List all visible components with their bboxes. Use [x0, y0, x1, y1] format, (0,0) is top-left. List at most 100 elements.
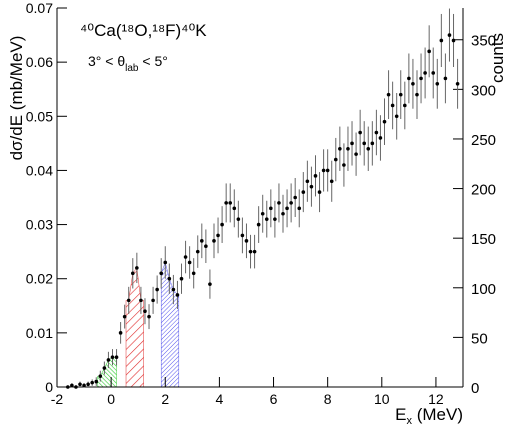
- data-point: [135, 266, 139, 270]
- data-point: [411, 82, 415, 86]
- data-point: [260, 211, 265, 216]
- data-point: [435, 82, 440, 86]
- data-point: [439, 38, 444, 43]
- data-point: [167, 276, 172, 281]
- data-point: [86, 382, 90, 387]
- data-point: [398, 92, 403, 97]
- data-point: [200, 239, 204, 243]
- data-point: [338, 146, 342, 151]
- data-point: [382, 119, 387, 124]
- y-tick-label: 0.01: [26, 325, 53, 341]
- angle-part: 3° < θ: [88, 53, 125, 69]
- data-point: [309, 184, 314, 189]
- data-point: [301, 190, 306, 194]
- data-point: [407, 76, 411, 81]
- data-point: [403, 103, 407, 108]
- data-point: [106, 358, 111, 362]
- data-point: [297, 206, 302, 211]
- y-tick-label: 0.05: [26, 108, 53, 124]
- x-axis-label: Ex (MeV): [395, 405, 463, 427]
- y2-tick-label: 350: [471, 33, 496, 50]
- data-point: [354, 152, 358, 156]
- angle-sub: lab: [125, 63, 139, 74]
- y-tick-label: 0.07: [26, 0, 53, 16]
- data-point: [118, 331, 123, 335]
- y2-axis-label: counts: [488, 33, 507, 83]
- data-point: [179, 276, 184, 281]
- data-point: [362, 141, 367, 146]
- x-tick-label: -2: [51, 391, 64, 407]
- y2-tick-label: 300: [471, 82, 496, 99]
- x-tick-label: 0: [107, 391, 115, 407]
- y-tick-label: 0.04: [26, 162, 53, 178]
- data-point: [187, 260, 192, 265]
- data-point: [191, 271, 196, 276]
- y-tick-label: 0.02: [26, 271, 53, 287]
- data-point: [419, 76, 423, 81]
- data-point: [415, 92, 419, 97]
- data-point: [130, 271, 135, 276]
- data-point: [333, 157, 338, 162]
- data-point: [155, 287, 159, 292]
- data-point: [147, 314, 151, 319]
- data-point: [390, 103, 395, 108]
- data-point: [114, 355, 119, 360]
- y2-tick-label: 200: [471, 182, 496, 199]
- data-point: [273, 217, 277, 221]
- data-point: [240, 233, 245, 238]
- y2-tick-label: 50: [471, 330, 488, 347]
- data-point: [102, 366, 107, 370]
- data-point: [358, 130, 362, 135]
- data-point: [220, 222, 224, 227]
- data-point: [248, 249, 253, 254]
- data-point: [163, 260, 168, 265]
- data-point: [350, 141, 354, 146]
- data-point: [423, 71, 427, 75]
- data-point: [370, 141, 375, 146]
- data-point: [208, 282, 212, 286]
- angle-label: 3° < θlab < 5°: [88, 53, 168, 74]
- data-point: [366, 146, 371, 151]
- shaded-region: [160, 261, 180, 388]
- data-point: [82, 383, 86, 388]
- data-point: [110, 355, 115, 360]
- data-point: [256, 222, 261, 227]
- data-point: [74, 385, 78, 389]
- y-tick-label: 0.06: [26, 54, 53, 70]
- data-point: [378, 136, 383, 140]
- data-point: [329, 179, 334, 184]
- x-tick-label: 12: [428, 391, 444, 407]
- data-point: [264, 217, 269, 221]
- data-point: [232, 206, 237, 211]
- angle-part: < 5°: [139, 53, 168, 69]
- data-point: [204, 244, 208, 249]
- y-tick-label: 0.03: [26, 217, 53, 233]
- data-point: [175, 293, 180, 297]
- data-point: [98, 374, 103, 378]
- data-point: [386, 92, 391, 97]
- data-point: [325, 168, 330, 173]
- y2-tick-label: 150: [471, 231, 496, 248]
- reaction-label: ⁴⁰Ca(¹⁸O,¹⁸F)⁴⁰K: [80, 21, 207, 40]
- x-tick-label: 6: [270, 391, 278, 407]
- data-point: [224, 201, 228, 205]
- x-label-part: (MeV): [412, 405, 463, 424]
- data-point: [159, 271, 164, 276]
- data-point: [455, 82, 460, 86]
- data-point: [195, 249, 200, 254]
- data-point: [431, 71, 436, 75]
- data-point: [427, 49, 431, 54]
- data-point: [236, 217, 241, 221]
- data-point: [151, 298, 155, 303]
- data-point: [90, 380, 94, 385]
- data-point: [228, 201, 233, 205]
- y-tick-label: 0: [45, 379, 53, 395]
- data-point: [126, 298, 131, 303]
- data-point: [122, 314, 127, 319]
- data-point: [305, 179, 310, 184]
- x-tick-label: 8: [324, 391, 332, 407]
- x-label-part: E: [395, 405, 406, 424]
- data-point: [143, 309, 147, 314]
- data-point: [281, 211, 285, 216]
- data-point: [183, 255, 188, 259]
